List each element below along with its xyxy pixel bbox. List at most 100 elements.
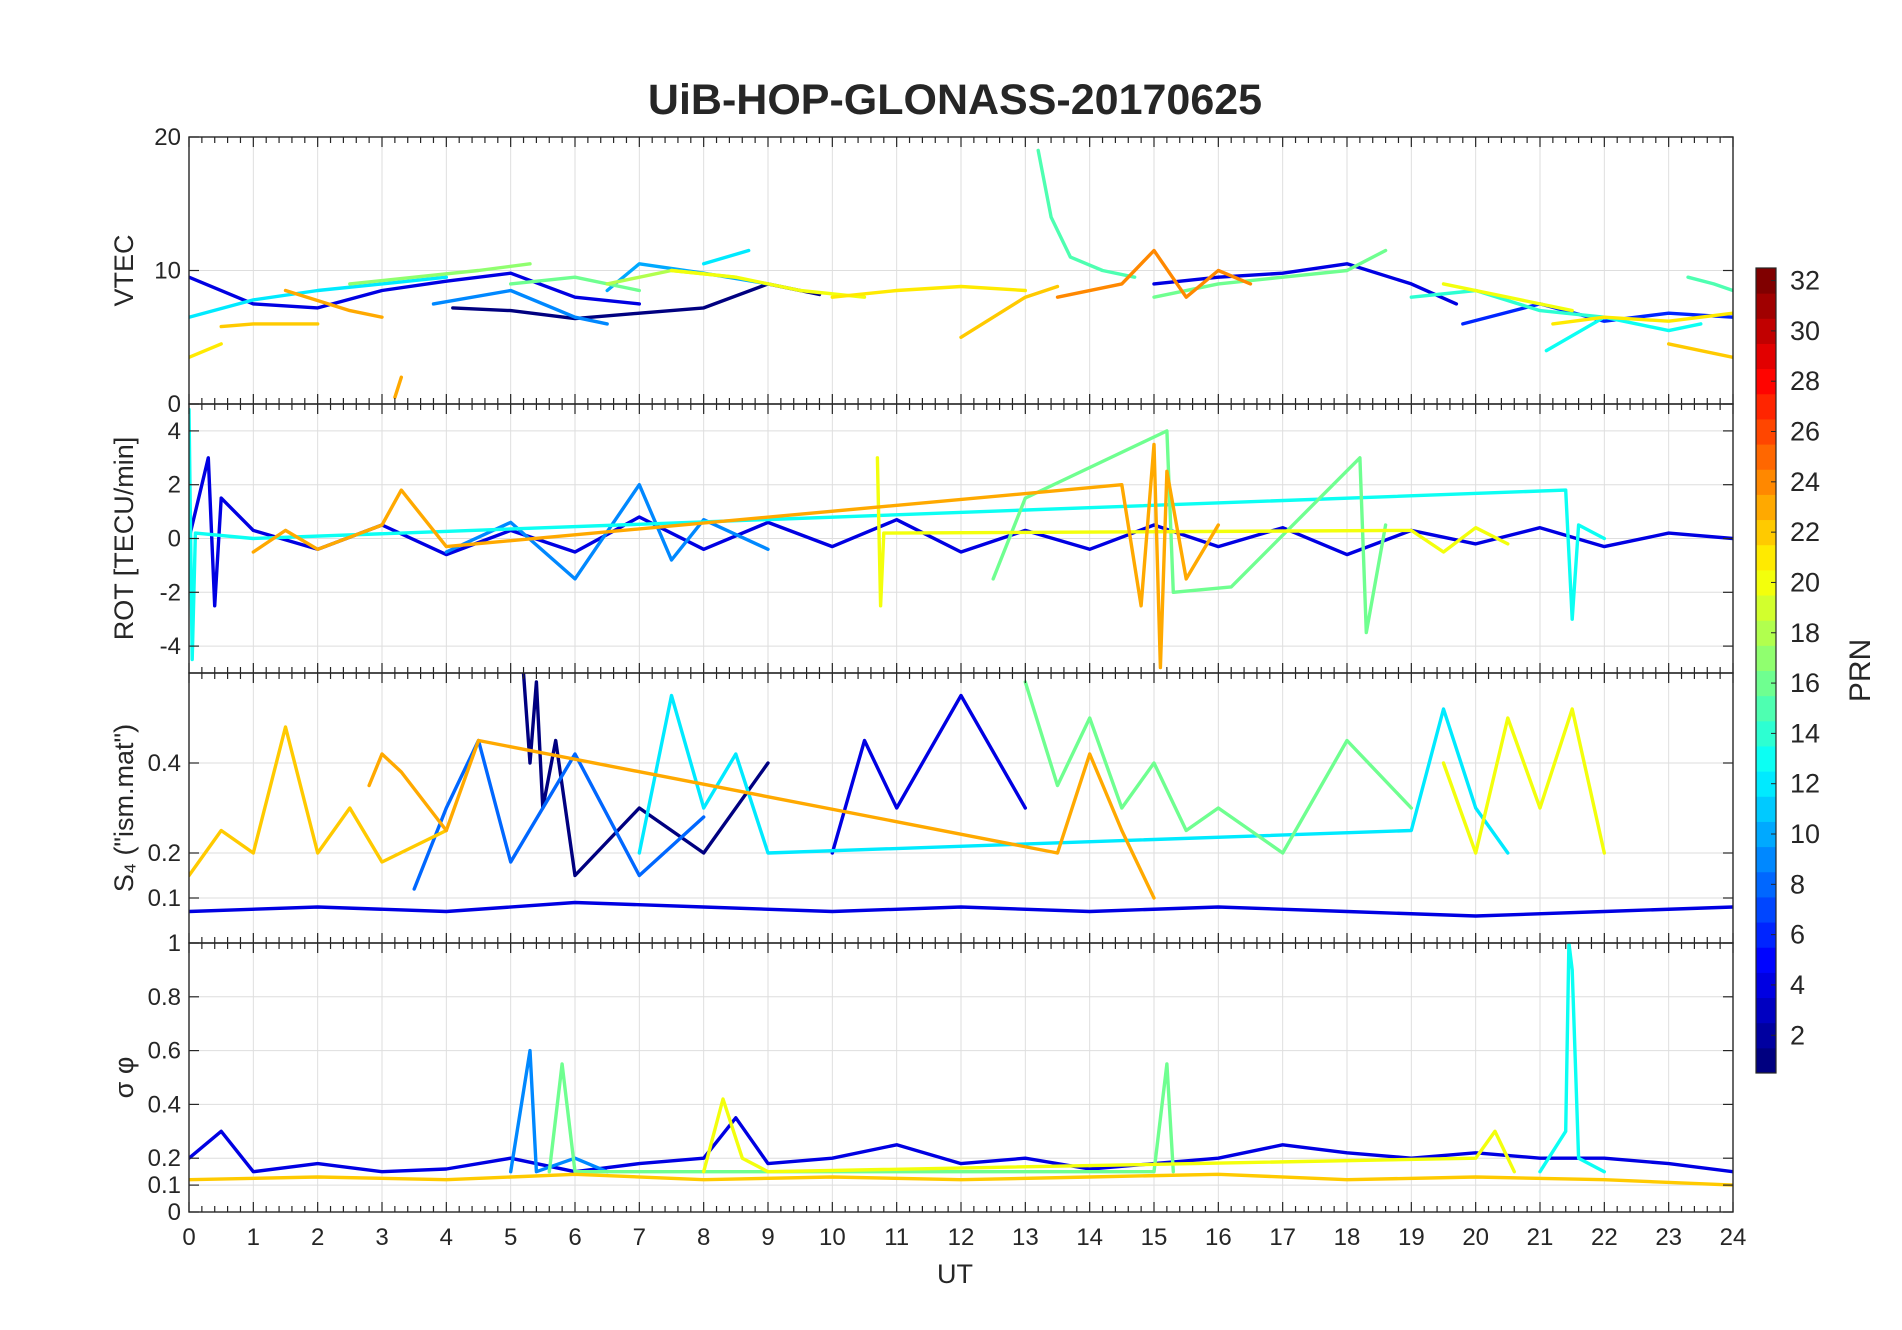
colorbar-segment	[1756, 922, 1776, 948]
colorbar-segment	[1756, 745, 1776, 772]
vtec-series-prn-20	[1441, 282, 1574, 313]
vtec-series-prn-13	[1544, 315, 1703, 353]
colorbar-segment	[1756, 494, 1776, 521]
colorbar-tick-label: 2	[1790, 1020, 1805, 1050]
gridlines	[188, 136, 1734, 405]
colorbar-segment	[1756, 947, 1776, 973]
colorbar-segment	[1756, 343, 1776, 370]
vtec-series-prn-23	[283, 288, 384, 319]
x-tick-label: 24	[1720, 1224, 1747, 1251]
colorbar-tick-label: 6	[1790, 920, 1805, 950]
y-tick-label: 1	[168, 930, 181, 957]
s4-series-prn-12	[637, 693, 1510, 855]
y-tick-label: 4	[168, 418, 181, 445]
rot-series-prn-4	[189, 456, 1733, 608]
vtec-series-prn-22	[1666, 342, 1733, 359]
y-tick-label: 0	[168, 1199, 181, 1226]
y-tick-label: 0.1	[148, 1172, 181, 1199]
sigma_phi-series-prn-13	[1538, 943, 1607, 1174]
colorbar-tick-label: 30	[1790, 316, 1820, 346]
chart-title: UiB-HOP-GLONASS-20170625	[648, 76, 1262, 124]
vtec-series-prn-6	[1461, 302, 1733, 326]
panel-s4: 0.1 0.2 0.4 S₄ ("ism.mat")	[109, 672, 1734, 944]
colorbar-tick-label: 22	[1790, 517, 1820, 547]
colorbar-segment	[1756, 695, 1776, 722]
colorbar-segment	[1756, 1047, 1776, 1074]
colorbar-segment	[1756, 972, 1776, 999]
gridlines	[188, 404, 1734, 673]
rot-series-prn-20	[875, 456, 1510, 608]
x-tick-label: 18	[1334, 1224, 1361, 1251]
vtec-series-prn-21	[830, 284, 1028, 299]
rot-series-prn-9	[444, 483, 770, 581]
colorbar-tick-label: 26	[1790, 417, 1820, 447]
colorbar-tick-label: 8	[1790, 869, 1805, 899]
panel-sigma_phi: 00.10.20.40.60.81σ φ0 1 2 3 4 5 6 7 8 9 10 11 12 13 14…	[109, 930, 1746, 1251]
colorbar-segment	[1756, 418, 1776, 445]
x-tick-label: 12	[948, 1224, 975, 1251]
gridlines	[188, 673, 1734, 943]
x-tick-label: 5	[504, 1224, 517, 1251]
x-tick-label: 17	[1269, 1224, 1296, 1251]
y-tick-label: 0.4	[148, 1091, 181, 1118]
colorbar-segment	[1756, 620, 1776, 646]
colorbar-segment	[1756, 720, 1776, 747]
x-tick-marks	[188, 942, 1734, 1213]
x-tick-label: 13	[1012, 1224, 1039, 1251]
x-tick-label: 19	[1398, 1224, 1425, 1251]
sigma_phi-series-prn-16	[547, 1062, 1176, 1174]
y-tick-label: 10	[154, 258, 181, 285]
y-tick-label: -2	[160, 579, 181, 606]
colorbar-segment	[1756, 268, 1776, 294]
y-axis-label-vtec: VTEC	[109, 234, 139, 306]
x-tick-label: 3	[375, 1224, 388, 1251]
x-tick-marks	[188, 404, 1734, 673]
vtec-series-prn-21	[1551, 311, 1733, 326]
colorbar-segment	[1756, 595, 1776, 621]
rot-series-prn-16	[991, 429, 1388, 635]
vtec-series-prn-22	[219, 322, 320, 329]
s4-series-prn-4	[830, 693, 1028, 855]
x-tick-label: 21	[1527, 1224, 1554, 1251]
rot-series-prn-23	[251, 442, 1221, 670]
colorbar-tick-label: 18	[1790, 618, 1820, 648]
y-axis-label-sigma_phi: σ φ	[109, 1057, 139, 1099]
colorbar-tick-label: 24	[1790, 467, 1820, 497]
x-tick-label: 8	[697, 1224, 710, 1251]
s4-series-prn-4	[189, 900, 1733, 918]
vtec-series-prn-14	[1409, 288, 1607, 319]
sigma_phi-series-prn-22	[189, 1172, 1733, 1187]
x-tick-label: 4	[440, 1224, 453, 1251]
y-axis-label-s4: S₄ ("ism.mat")	[109, 724, 139, 892]
x-tick-label: 6	[568, 1224, 581, 1251]
x-tick-label: 16	[1205, 1224, 1232, 1251]
x-tick-label: 20	[1462, 1224, 1489, 1251]
vtec-series-prn-22	[959, 284, 1060, 339]
rot-series-prn-13	[189, 407, 1607, 662]
vtec-series-prn-12	[702, 248, 751, 266]
vtec-series-prn-23	[393, 375, 403, 399]
x-tick-label: 15	[1141, 1224, 1168, 1251]
colorbar-tick-label: 20	[1790, 567, 1820, 597]
x-tick-label: 10	[819, 1224, 846, 1251]
colorbar-segment	[1756, 896, 1776, 923]
colorbar-tick-label: 14	[1790, 718, 1820, 748]
y-tick-label: 20	[154, 124, 181, 151]
y-tick-label: 2	[168, 472, 181, 499]
x-tick-label: 2	[311, 1224, 324, 1251]
vtec-series-prn-24	[1055, 248, 1253, 299]
colorbar-segment	[1756, 469, 1776, 495]
colorbar-tick-label: 10	[1790, 819, 1820, 849]
colorbar-tick-label: 16	[1790, 668, 1820, 698]
y-tick-label: 0	[168, 526, 181, 553]
colorbar-segment	[1756, 519, 1776, 546]
y-tick-label: 0.2	[148, 1145, 181, 1172]
vtec-series-prn-15	[1036, 148, 1137, 279]
vtec-series-prn-4	[189, 271, 641, 310]
colorbar-label: PRN	[1844, 639, 1877, 702]
colorbar-segment	[1756, 293, 1776, 319]
colorbar-segment	[1756, 569, 1776, 596]
panel-vtec: 0 10 20 VTEC	[109, 124, 1734, 418]
